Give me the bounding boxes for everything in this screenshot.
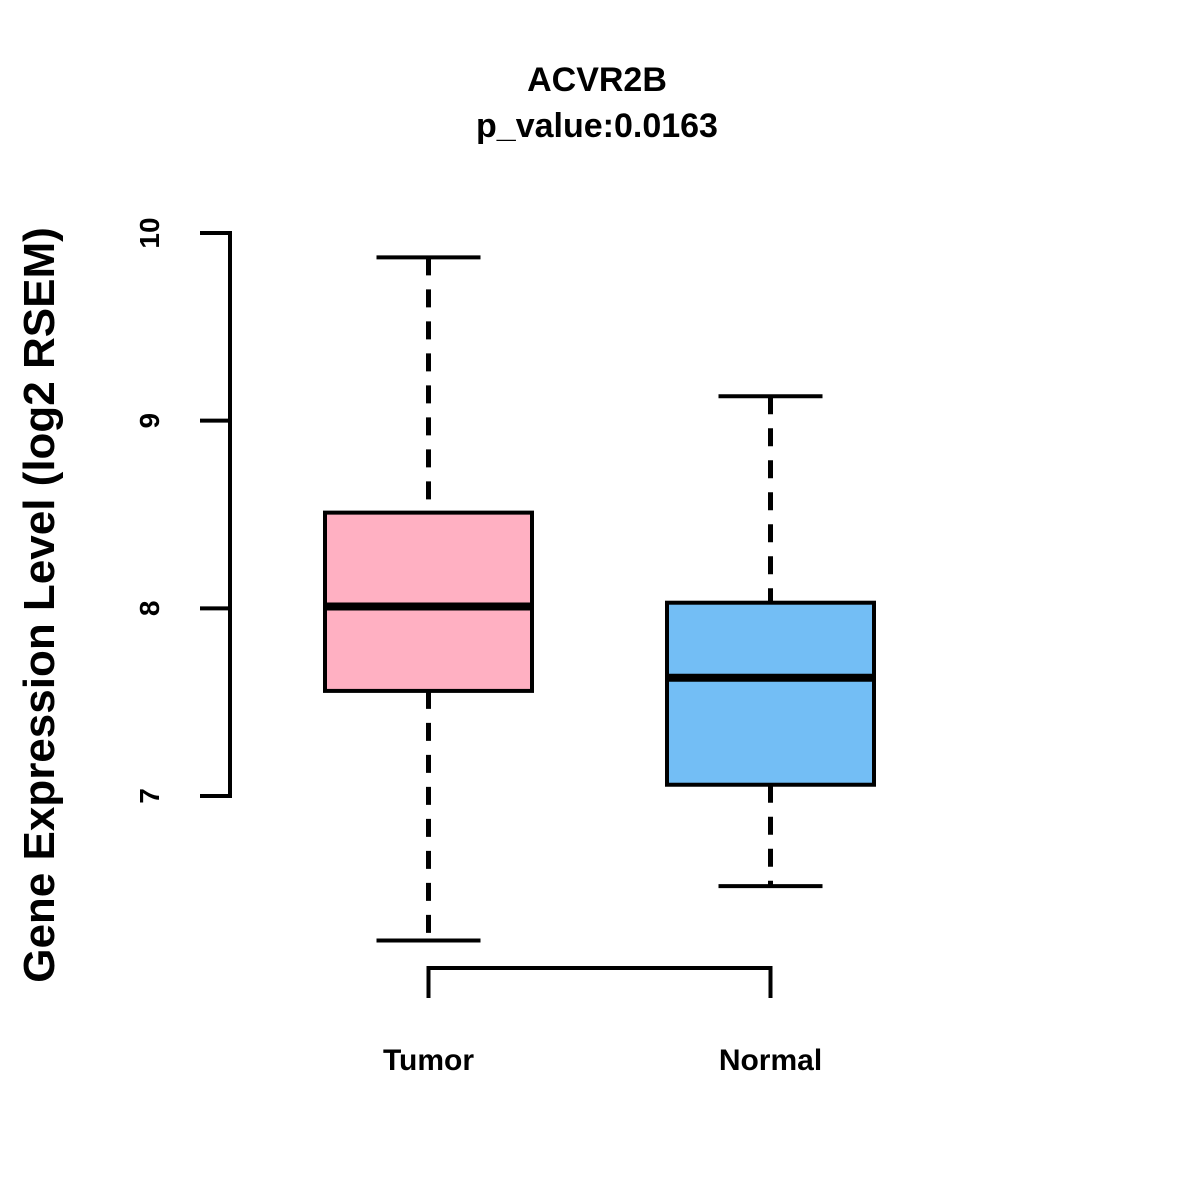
y-tick-label: 9 (134, 413, 165, 429)
iqr-box (665, 600, 876, 787)
category-label-normal: Normal (719, 1044, 822, 1077)
y-tick-label: 10 (134, 217, 165, 248)
chart-header: ACVR2B p_value:0.0163 (230, 58, 964, 150)
x-axis-bracket (426, 966, 773, 998)
y-axis: 7 8 9 10 (134, 217, 232, 804)
y-tick-label: 8 (134, 601, 165, 617)
box-group-tumor: Tumor (323, 255, 534, 1077)
box-group-normal: Normal (665, 394, 876, 1077)
chart-pvalue-subtitle: p_value:0.0163 (476, 107, 718, 145)
category-label-tumor: Tumor (383, 1044, 474, 1077)
iqr-box (323, 510, 534, 693)
y-tick-label: 7 (134, 788, 165, 804)
chart-title: ACVR2B (527, 61, 667, 99)
